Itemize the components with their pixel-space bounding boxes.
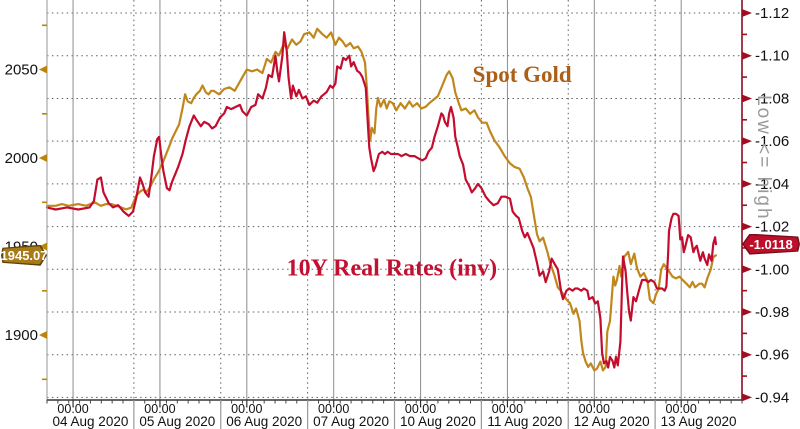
right-axis-arrow-tick [742,308,752,317]
right-axis-tick-label: -1.06 [755,133,789,150]
left-axis-tick-label: 2050 [5,62,38,79]
right-axis-arrow-tick [742,265,752,274]
x-axis-date-label: 04 Aug 2020 [53,414,129,429]
gold-last-price-badge: 1945.07 [0,244,48,266]
vertical-dotted-gridlines [133,0,656,400]
gold-last-price-value: 1945.07 [0,247,48,263]
right-axis-arrow-tick [742,350,752,359]
x-axis-time-label: 00:00 [144,402,175,416]
rates-last-value: -1.0118 [749,236,793,252]
x-axis-date-label: 05 Aug 2020 [139,414,215,429]
rates-badge-fill [743,235,799,254]
right-axis-tick-label: -0.94 [755,389,789,406]
right-axis-arrow-tick [742,393,752,402]
x-axis-time-label: 00:00 [57,402,88,416]
right-axis-tick-label: -1.12 [755,5,789,22]
x-axis-time-label: 00:00 [666,402,697,416]
spot-gold-annotation: Spot Gold [472,61,572,87]
x-axis-date-label: 12 Aug 2020 [574,414,650,429]
x-axis-date-label: 07 Aug 2020 [313,414,389,429]
right-axis-arrow-tick [742,179,752,188]
right-axis-tick-label: -1.08 [755,90,789,107]
x-axis-date-label: 13 Aug 2020 [661,414,737,429]
real-rates-annotation: 10Y Real Rates (inv) [286,255,498,282]
spot-gold-line [45,27,718,372]
x-axis-time-label: 00:00 [579,402,610,416]
left-axis-tick-label: 1900 [5,327,38,344]
right-axis-tick-label: -0.96 [755,347,789,364]
left-axis-arrow-tick [39,65,47,74]
right-axis-arrow-tick [742,94,752,103]
right-axis-arrow-tick [742,9,752,18]
right-axis-arrow-tick [742,222,752,231]
right-axis-tick-label: -1.00 [755,261,789,278]
left-axis-arrow-tick [39,331,47,340]
right-axis-tick-label: -0.98 [755,304,789,321]
x-axis-date-label: 11 Aug 2020 [487,414,562,429]
x-axis-date-label: 10 Aug 2020 [400,414,476,429]
left-axis-arrow-tick [39,154,47,163]
x-axis-time-label: 00:00 [405,402,436,416]
right-axis-tick-label: -1.10 [755,48,789,65]
horizontal-gridlines [47,12,742,398]
left-axis: 2050200019501900 [5,0,48,400]
right-axis-tick-label: -1.04 [755,176,789,193]
left-axis-arrow-tick [39,242,47,251]
gold-badge-fill [2,246,46,265]
right-axis-inverted-note: Low <= high [753,95,774,221]
real-rates-line [45,31,718,369]
right-axis-arrow-tick [742,51,752,60]
x-axis-date-label: 06 Aug 2020 [226,414,302,429]
left-axis-tick-label: 2000 [5,150,38,167]
rates-last-value-badge: -1.0118 [742,233,800,255]
right-axis-tick-label: -1.02 [755,219,789,236]
x-axis-time-label: 00:00 [492,402,523,416]
x-axis-time-label: 00:00 [231,402,262,416]
right-axis-arrow-tick [742,137,752,146]
x-axis-time-label: 00:00 [318,402,349,416]
right-axis: -1.12 -1.10 -1.08 -1.06 -1.04 -1.02 -1.00 -0.98… [741,0,789,406]
midnight-gridlines [72,0,682,400]
